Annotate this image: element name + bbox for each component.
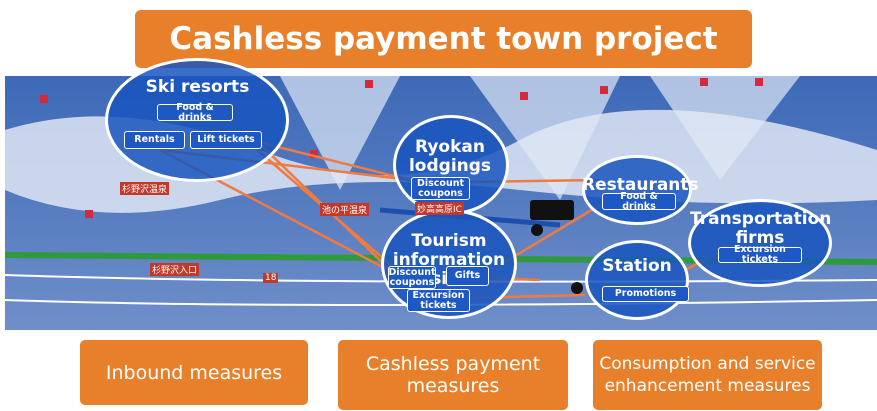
node-title: Ryokan lodgings	[400, 138, 500, 176]
measure-box: Inbound measures	[80, 340, 308, 405]
map-label: 18	[263, 273, 278, 283]
node-title: Ski resorts	[130, 78, 265, 97]
node-item: Gifts	[446, 266, 489, 286]
person-icon	[531, 224, 543, 236]
node-item: Rentals	[124, 131, 185, 149]
node-title: Station	[585, 257, 689, 276]
node-item: Food & drinks	[157, 104, 233, 121]
node-item: Excursion tickets	[718, 247, 802, 263]
map-label: 池の平温泉	[320, 203, 369, 216]
bus-icon	[530, 200, 574, 220]
node-item: Excursion tickets	[407, 289, 470, 312]
node-item: Food & drinks	[602, 193, 676, 210]
node-title: Transportation firms	[690, 210, 830, 248]
node-item: Discount coupons	[388, 266, 436, 289]
page: Cashless payment town project Sk	[0, 0, 877, 411]
node-item: Lift tickets	[190, 131, 262, 149]
measure-box: Consumption and service enhancement meas…	[593, 340, 822, 410]
map-label: 妙高高原IC	[415, 202, 464, 215]
node-item: Promotions	[602, 286, 689, 302]
map-label: 杉野沢温泉	[120, 182, 169, 195]
person-icon	[571, 282, 583, 294]
node-ellipse	[585, 240, 689, 320]
node-item: Discount coupons	[411, 177, 470, 200]
map-label: 杉野沢入口	[150, 263, 199, 276]
measure-box: Cashless payment measures	[338, 340, 568, 410]
